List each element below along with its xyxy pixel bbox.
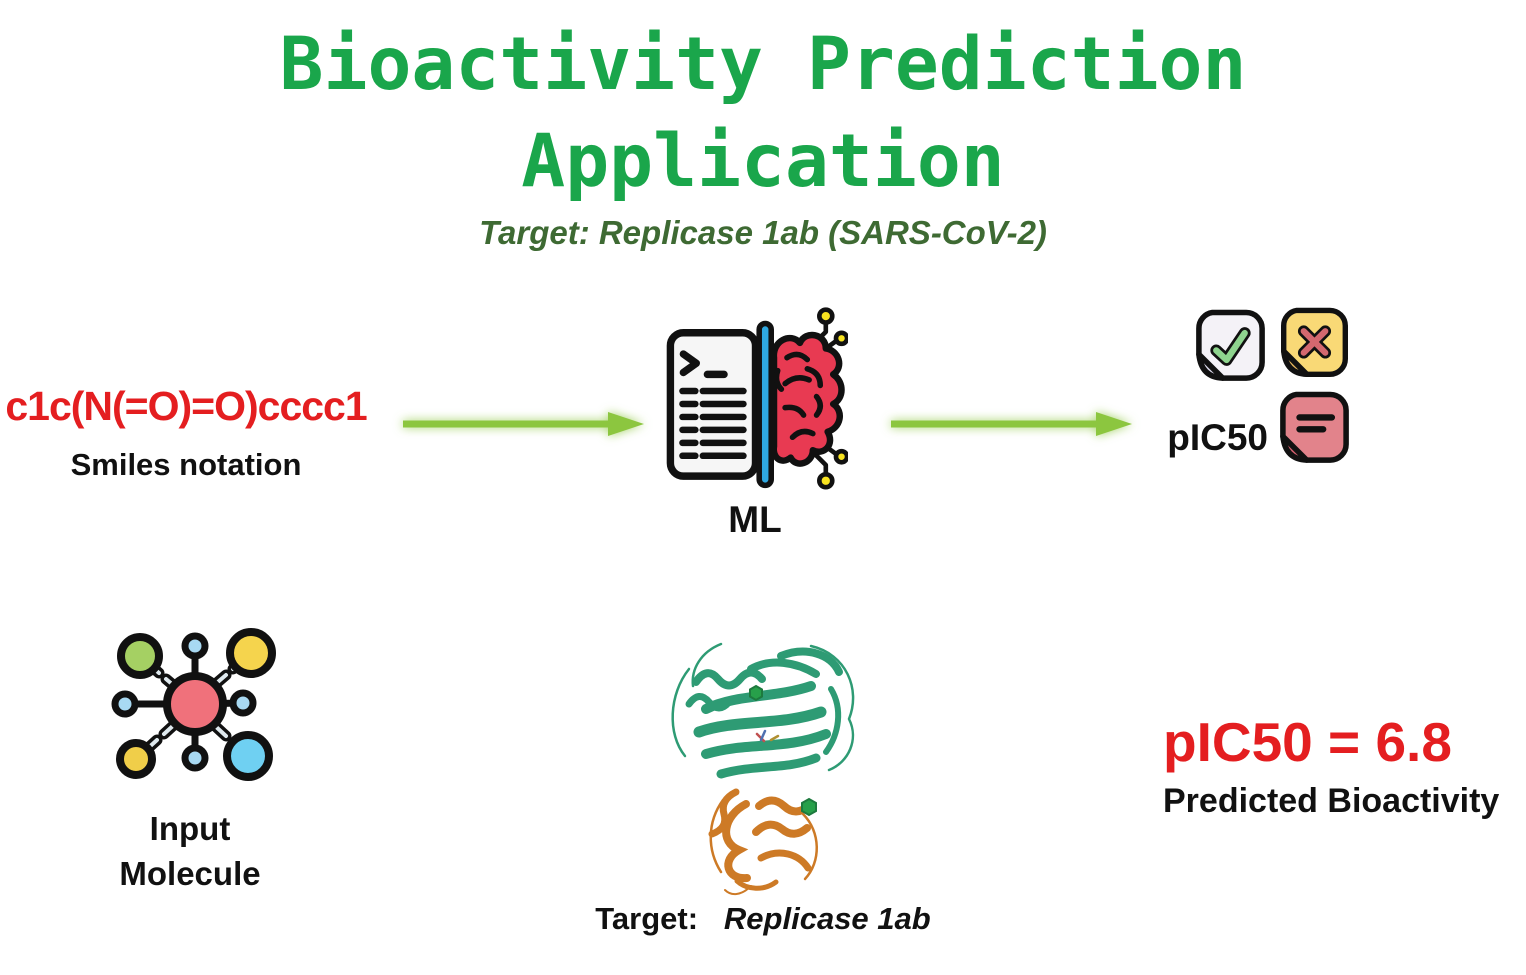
protein-structure-image — [670, 642, 854, 896]
flow-arrow-icon — [891, 412, 1132, 436]
smiles-input-block: c1c(N(=O)=O)cccc1 Smiles notation — [0, 383, 372, 483]
pic50-caption: pIC50 — [1167, 417, 1268, 458]
molecule-caption-line1: Input — [149, 810, 231, 847]
ml-model-block: ML — [640, 300, 870, 541]
input-molecule-block: Input Molecule — [65, 616, 315, 896]
page-subtitle: Target: Replicase 1ab (SARS-CoV-2) — [479, 214, 1047, 252]
molecule-caption: Input Molecule — [65, 806, 315, 896]
prediction-block: pIC50 = 6.8 Predicted Bioactivity — [1163, 710, 1526, 821]
target-caption-prefix: Target: — [595, 901, 699, 936]
target-caption-name: Replicase 1ab — [723, 901, 931, 936]
molecule-caption-line2: Molecule — [119, 855, 261, 892]
rejected-note-icon — [1281, 307, 1348, 377]
smiles-caption: Smiles notation — [70, 447, 302, 482]
result-note-icon — [1280, 391, 1349, 463]
prediction-value: pIC50 = 6.8 — [1163, 711, 1452, 773]
target-caption: Target: Replicase 1ab — [588, 901, 938, 937]
target-protein-block: Target: Replicase 1ab — [588, 634, 938, 937]
prediction-caption: Predicted Bioactivity — [1163, 782, 1500, 820]
ml-brain-icon — [666, 307, 848, 490]
flow-arrow-icon — [403, 412, 644, 436]
molecule-icon — [111, 628, 276, 781]
ml-caption: ML — [728, 499, 782, 540]
header: Bioactivity Prediction Application Targe… — [0, 16, 1526, 252]
page-title: Bioactivity Prediction Application — [279, 22, 1247, 205]
approved-note-icon — [1196, 309, 1265, 381]
smiles-string: c1c(N(=O)=O)cccc1 — [5, 383, 367, 429]
